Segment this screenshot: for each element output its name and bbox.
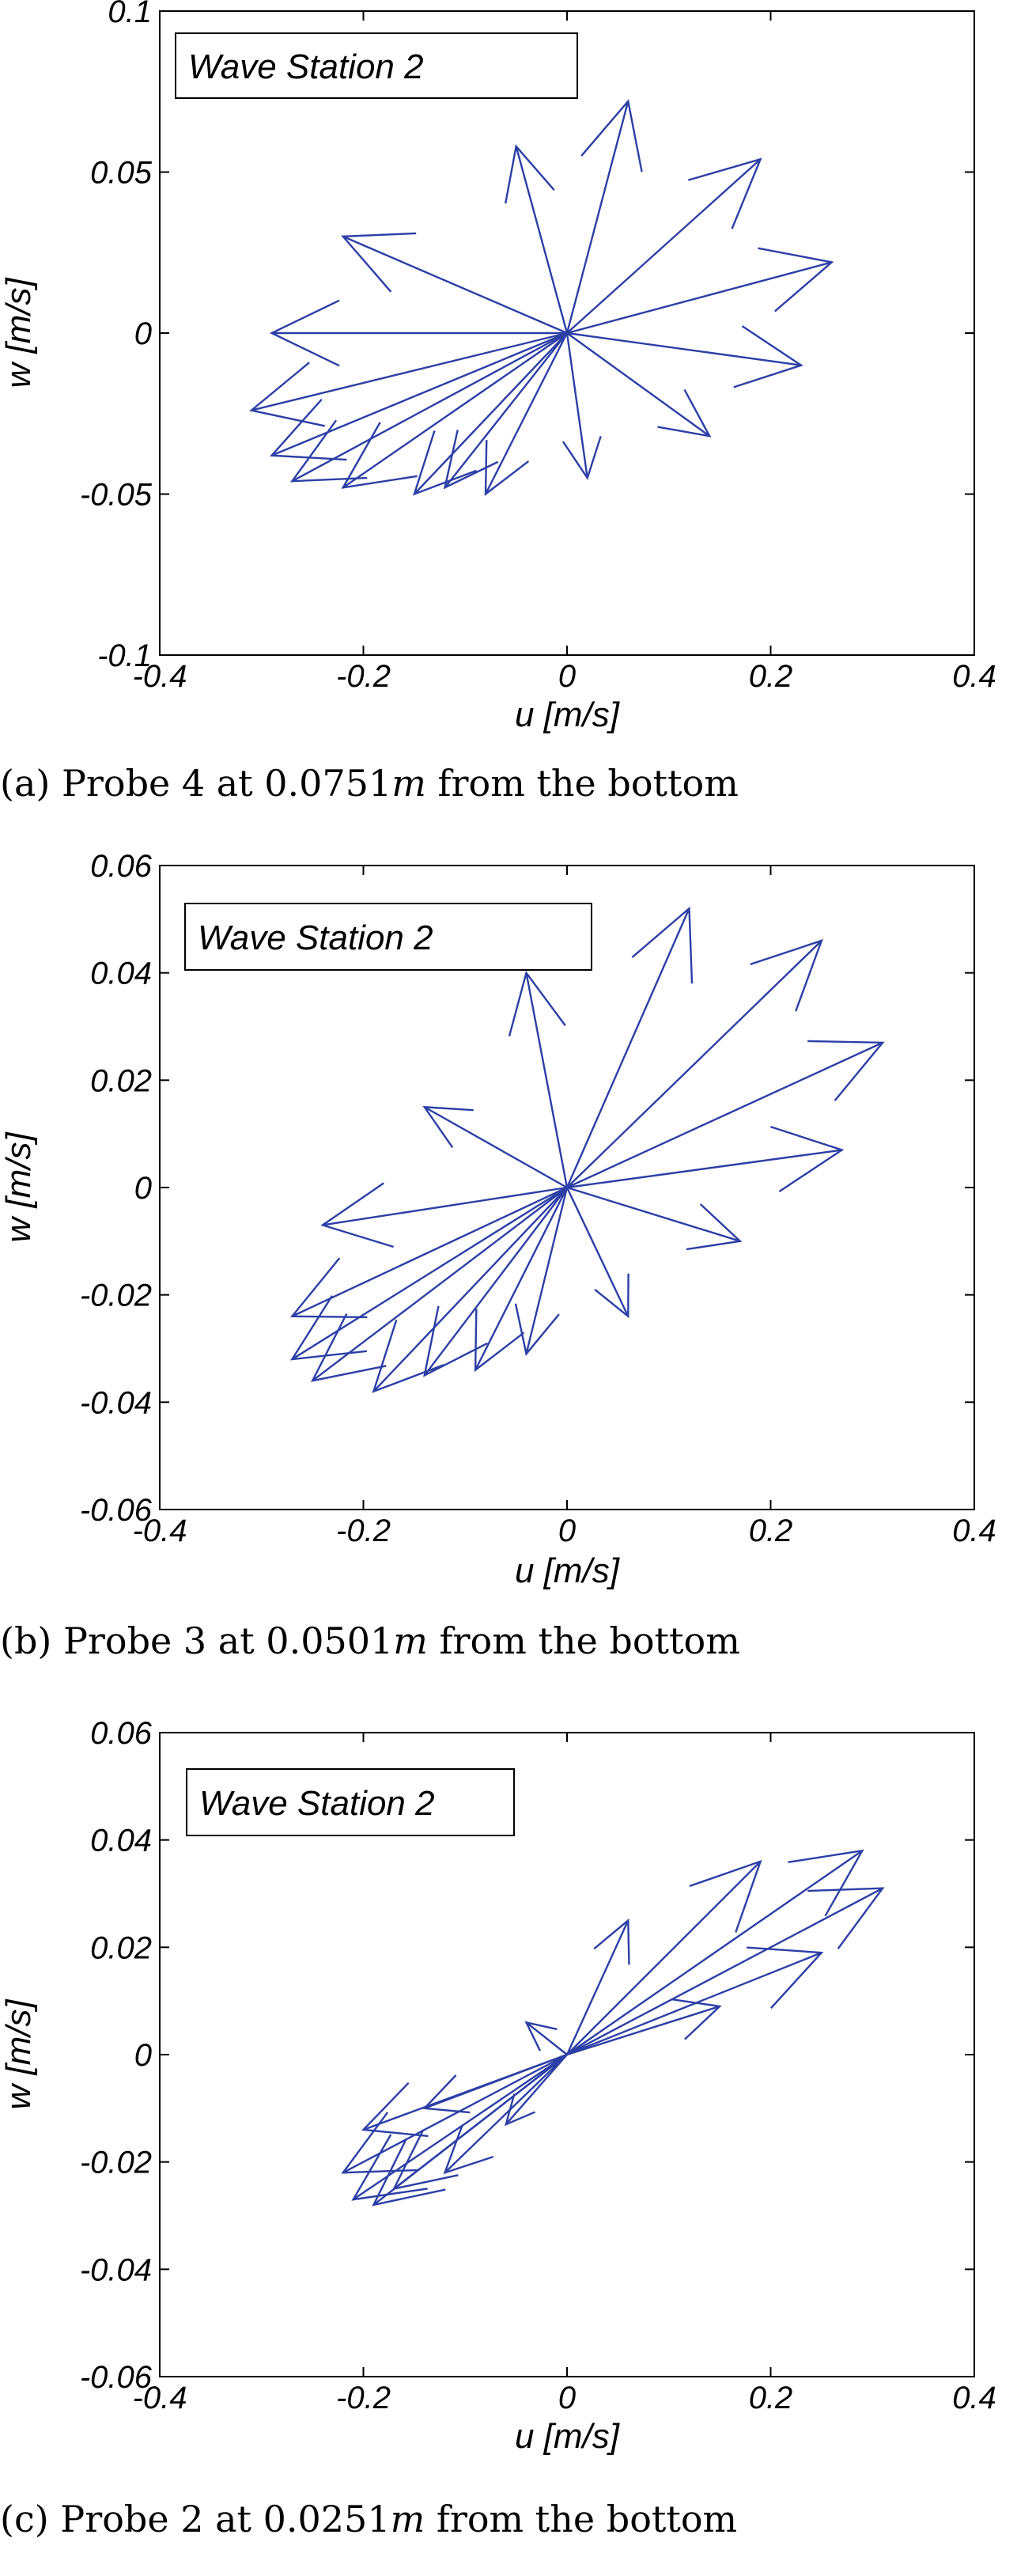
y-tick-label: 0.1 — [108, 0, 152, 29]
x-tick-label: 0 — [558, 2381, 576, 2415]
velocity-vector — [566, 1859, 762, 2055]
velocity-vector — [249, 331, 568, 427]
velocity-vector — [484, 332, 569, 496]
velocity-vector — [341, 232, 568, 335]
x-tick-label: 0.2 — [749, 1513, 793, 1548]
velocity-vector — [443, 2054, 568, 2175]
velocity-vector — [423, 1187, 568, 1377]
panel-caption: (b) Probe 3 at 0.0501m from the bottom — [0, 1619, 740, 1662]
velocity-vector — [565, 1187, 629, 1319]
y-axis-label: w [m/s] — [0, 1131, 38, 1243]
panel-2: -0.4 -0.2 0 0.2 0.4 -0.06 -0.04 -0.02 0 0.02 0.04 0… — [0, 849, 996, 1662]
y-tick-label: 0.06 — [90, 1716, 153, 1751]
velocity-vector — [289, 331, 568, 483]
x-tick-label: -0.2 — [336, 659, 391, 694]
y-tick-label: -0.02 — [80, 1279, 152, 1313]
velocity-vector — [565, 99, 643, 334]
velocity-vector — [566, 1040, 885, 1189]
x-tick-label: -0.4 — [133, 659, 187, 694]
x-axis-label: u [m/s] — [515, 695, 621, 734]
legend-label: Wave Station 2 — [198, 919, 433, 957]
velocity-vector — [504, 2054, 568, 2127]
legend-label: Wave Station 2 — [188, 47, 424, 86]
velocity-vector — [508, 970, 569, 1188]
x-tick-label: 0 — [558, 1513, 576, 1548]
panel-1: -0.4 -0.2 0 0.2 0.4 -0.1 -0.05 0 0.05 0.1 u [m/s] w… — [0, 0, 996, 805]
legend-label: Wave Station 2 — [199, 1784, 435, 1823]
velocity-vector — [524, 2021, 568, 2055]
x-tick-label: 0.2 — [749, 2381, 793, 2415]
y-tick-label: 0 — [134, 2038, 152, 2073]
y-tick-label: 0.02 — [90, 1063, 152, 1098]
velocity-vector — [320, 1182, 568, 1248]
y-tick-label: 0.06 — [90, 849, 153, 884]
x-tick-label: 0.4 — [952, 659, 996, 694]
velocity-vector — [289, 1186, 568, 1319]
velocity-vector — [505, 144, 569, 334]
y-tick-label: -0.04 — [80, 1385, 152, 1420]
velocity-vector — [566, 1186, 743, 1251]
velocity-vector — [566, 247, 834, 335]
x-tick-label: 0.4 — [952, 2381, 996, 2415]
panel-3: -0.4 -0.2 0 0.2 0.4 -0.06 -0.04 -0.02 0 0.02 0.04 0… — [0, 1716, 996, 2540]
y-tick-label: -0.06 — [80, 1493, 153, 1528]
y-tick-label: 0 — [134, 316, 152, 351]
y-tick-label: -0.05 — [80, 478, 153, 513]
velocity-vector — [566, 332, 712, 438]
velocity-vector — [566, 325, 803, 388]
y-axis-label: w [m/s] — [0, 277, 38, 388]
x-axis-label: u [m/s] — [515, 2417, 621, 2456]
panel-caption: (c) Probe 2 at 0.0251m from the bottom — [0, 2498, 737, 2540]
panel-caption: (a) Probe 4 at 0.0751m from the bottom — [0, 762, 739, 805]
x-axis-label: u [m/s] — [515, 1551, 621, 1590]
velocity-vector — [269, 299, 567, 367]
velocity-vector — [514, 1187, 569, 1356]
velocity-vector — [443, 332, 568, 490]
x-tick-label: -0.4 — [133, 2381, 187, 2415]
x-tick-label: 0.2 — [749, 659, 793, 694]
velocity-vector — [474, 1187, 569, 1373]
velocity-vector — [566, 1126, 845, 1193]
velocity-vector — [341, 2053, 568, 2174]
legend-box — [184, 903, 592, 971]
velocity-vector — [566, 1946, 824, 2056]
x-tick-label: 0.4 — [952, 1513, 996, 1548]
y-tick-label: 0.04 — [90, 1824, 152, 1858]
y-tick-label: 0.02 — [90, 1930, 152, 1965]
velocity-vector — [565, 906, 694, 1188]
velocity-vector — [566, 1998, 722, 2056]
y-axis-label: w [m/s] — [0, 1998, 38, 2110]
velocity-vector — [566, 1887, 885, 2056]
velocity-vector — [372, 2054, 568, 2207]
velocity-vector — [565, 1918, 630, 2055]
velocity-vector — [270, 331, 568, 461]
velocity-vector — [412, 332, 568, 496]
legend-box — [186, 1768, 515, 1836]
velocity-vector — [561, 332, 602, 480]
y-tick-label: 0.04 — [90, 957, 152, 991]
y-tick-label: -0.02 — [80, 2146, 152, 2180]
velocity-vector — [422, 2053, 568, 2114]
y-tick-label: -0.04 — [80, 2252, 152, 2287]
legend-box — [175, 32, 578, 99]
y-tick-label: -0.06 — [80, 2360, 153, 2395]
x-tick-label: -0.2 — [336, 1513, 391, 1548]
x-tick-label: -0.4 — [133, 1513, 187, 1548]
velocity-vector — [566, 1849, 864, 2055]
x-tick-label: 0 — [558, 659, 576, 694]
velocity-vector — [351, 2054, 568, 2201]
velocity-vector — [372, 1187, 568, 1393]
y-tick-label: 0.05 — [90, 156, 153, 191]
velocity-vector — [566, 939, 823, 1188]
velocity-vector — [422, 1105, 568, 1189]
x-tick-label: -0.2 — [336, 2381, 391, 2415]
y-tick-label: -0.1 — [97, 638, 152, 673]
velocity-vector — [566, 157, 762, 334]
velocity-vector — [310, 1187, 568, 1382]
y-tick-label: 0 — [134, 1171, 152, 1206]
velocity-vector — [341, 332, 568, 489]
